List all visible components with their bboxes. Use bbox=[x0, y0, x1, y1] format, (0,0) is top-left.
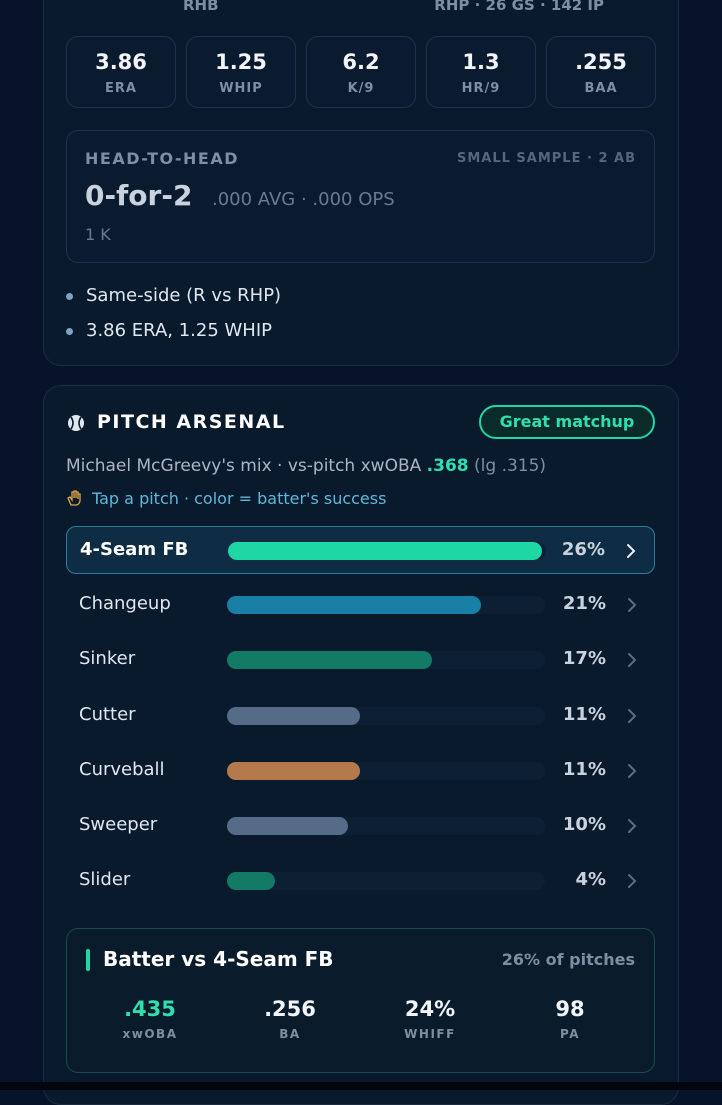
matchup-badge: Great matchup bbox=[479, 405, 655, 439]
chevron bbox=[628, 819, 637, 833]
bar-track bbox=[227, 651, 545, 670]
stat-box: 1.3 HR/9 bbox=[426, 36, 536, 108]
detail-stat: 98 PA bbox=[500, 997, 640, 1041]
detail-title: Batter vs 4-Seam FB bbox=[103, 947, 334, 971]
h2h-sample: SMALL SAMPLE · 2 AB bbox=[456, 151, 636, 166]
pitch-name: Sweeper bbox=[79, 814, 158, 835]
detail-label: BA bbox=[279, 1027, 301, 1041]
arsenal-title: PITCH ARSENAL bbox=[97, 411, 286, 433]
usage-bar bbox=[227, 706, 360, 725]
stat-value: 6.2 bbox=[342, 50, 380, 74]
mix-line: Michael McGreevy's mix · vs-pitch xwOBA … bbox=[66, 456, 546, 476]
pitch-name: Curveball bbox=[79, 758, 165, 780]
chevron bbox=[628, 763, 637, 778]
chevron bbox=[628, 874, 637, 889]
usage-label: 26% bbox=[561, 539, 605, 560]
chevron bbox=[627, 544, 636, 558]
pitch-name: Slider bbox=[79, 869, 131, 891]
stat-value: 1.25 bbox=[215, 50, 267, 74]
detail-value: 98 bbox=[555, 997, 585, 1021]
baseball-icon bbox=[68, 415, 84, 431]
note: 3.86 ERA, 1.25 WHIP bbox=[86, 320, 273, 341]
usage-bar bbox=[228, 542, 542, 560]
detail-label: xwOBA bbox=[122, 1027, 178, 1041]
note: Same-side (R vs RHP) bbox=[86, 285, 282, 306]
pitch-row[interactable]: 4-Seam FB 26% bbox=[66, 526, 655, 574]
bullet bbox=[66, 293, 73, 300]
usage-label: 21% bbox=[562, 593, 606, 615]
stat-box: 1.25 WHIP bbox=[186, 36, 296, 108]
h2h-title: HEAD-TO-HEAD bbox=[85, 149, 240, 168]
league-xwoba: (lg .315) bbox=[474, 456, 547, 476]
mix-label: Michael McGreevy's mix · vs-pitch xwOBA bbox=[66, 456, 422, 476]
hand-icon bbox=[67, 490, 81, 506]
pitcher-info: RHP · 26 GS · 142 IP bbox=[434, 0, 604, 14]
usage-label: 11% bbox=[562, 758, 606, 780]
bullet bbox=[66, 328, 73, 335]
stat-box: 3.86 ERA bbox=[66, 36, 176, 108]
pitch-row[interactable]: Slider 4% bbox=[66, 857, 655, 905]
pitch-name: Cutter bbox=[79, 703, 136, 725]
bar-track bbox=[227, 817, 545, 835]
usage-label: 17% bbox=[562, 648, 606, 670]
chevron bbox=[628, 708, 637, 723]
detail-value: .256 bbox=[264, 997, 316, 1021]
bar-track bbox=[228, 542, 546, 560]
stat-label: HR/9 bbox=[461, 81, 501, 96]
usage-label: 11% bbox=[562, 703, 606, 725]
batter-hand: RHB bbox=[183, 0, 219, 14]
detail-label: PA bbox=[560, 1027, 580, 1041]
xwoba: .368 bbox=[426, 456, 469, 476]
detail-stat: .256 BA bbox=[220, 997, 360, 1041]
stat-label: ERA bbox=[105, 81, 137, 96]
usage-bar bbox=[227, 596, 481, 615]
pitch-row[interactable]: Changeup 21% bbox=[66, 581, 655, 629]
head-to-head-box: HEAD-TO-HEAD SMALL SAMPLE · 2 AB 0-for-2… bbox=[66, 130, 655, 263]
stat-value: 1.3 bbox=[462, 50, 500, 74]
usage-label: 4% bbox=[575, 869, 606, 891]
stat-value: 3.86 bbox=[95, 50, 147, 74]
chevron bbox=[628, 598, 637, 613]
hint: Tap a pitch · color = batter's success bbox=[92, 489, 387, 508]
pitch-name: 4-Seam FB bbox=[80, 539, 189, 560]
pitch-row[interactable]: Sinker 17% bbox=[66, 636, 655, 684]
detail-box: Batter vs 4-Seam FB 26% of pitches bbox=[66, 928, 655, 1073]
pitch-row[interactable]: Curveball 11% bbox=[66, 747, 655, 795]
h2h-extra: 1 K bbox=[85, 225, 111, 244]
bar-track bbox=[227, 706, 545, 725]
bar-track bbox=[227, 872, 545, 891]
detail-value: 24% bbox=[404, 997, 456, 1021]
detail-stat: .435 xwOBA bbox=[80, 997, 220, 1041]
detail-value: .435 bbox=[124, 997, 176, 1021]
accent-bar bbox=[86, 949, 90, 971]
stat-box: .255 BAA bbox=[546, 36, 656, 108]
h2h-detail: .000 AVG · .000 OPS bbox=[212, 189, 395, 210]
usage-bar bbox=[227, 651, 433, 670]
detail-share: 26% of pitches bbox=[501, 950, 635, 969]
stat-value: .255 bbox=[575, 50, 627, 74]
pitch-name: Sinker bbox=[79, 648, 136, 670]
stat-label: WHIP bbox=[219, 81, 263, 96]
h2h-line: 0-for-2 bbox=[85, 179, 193, 212]
pitch-row[interactable]: Sweeper 10% bbox=[66, 802, 655, 850]
stat-label: K/9 bbox=[347, 81, 375, 96]
usage-bar bbox=[227, 872, 276, 891]
chevron bbox=[628, 653, 637, 668]
bar-track bbox=[227, 761, 545, 780]
usage-bar bbox=[227, 817, 348, 835]
bottom-strip bbox=[0, 1082, 722, 1090]
usage-bar bbox=[227, 761, 360, 780]
detail-stat: 24% WHIFF bbox=[360, 997, 500, 1041]
stat-box: 6.2 K/9 bbox=[306, 36, 416, 108]
detail-label: WHIFF bbox=[404, 1027, 456, 1041]
usage-label: 10% bbox=[562, 814, 606, 835]
stat-label: BAA bbox=[584, 81, 618, 96]
bar-track bbox=[227, 596, 545, 615]
pitch-row[interactable]: Cutter 11% bbox=[66, 692, 655, 740]
pitch-name: Changeup bbox=[79, 593, 171, 615]
